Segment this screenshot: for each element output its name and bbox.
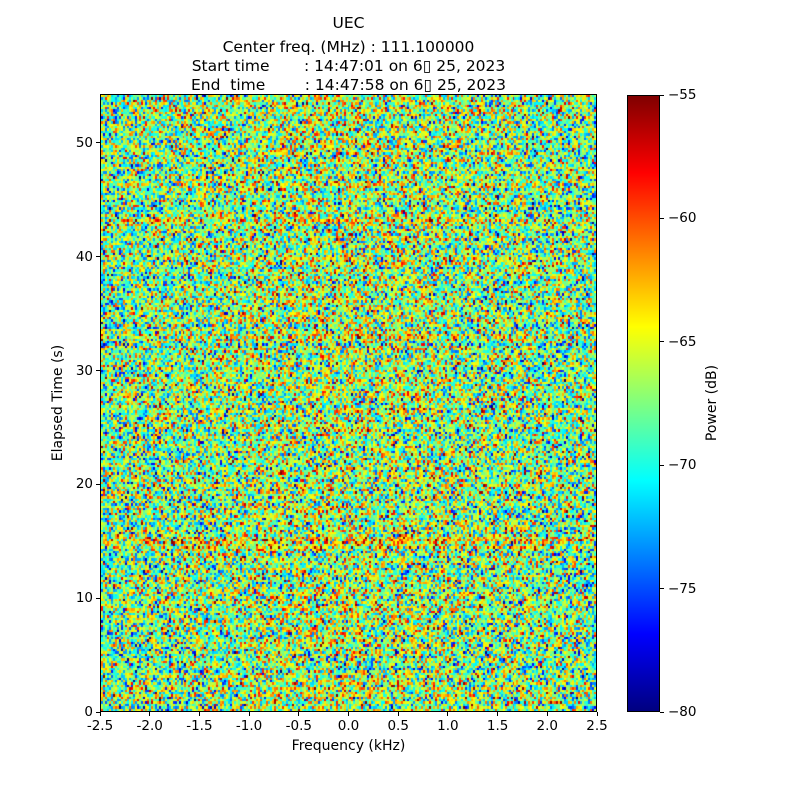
plot-title: UEC — [332, 14, 365, 32]
y-tick-label: 30 — [75, 362, 93, 379]
x-tick-label: -2.0 — [136, 718, 163, 734]
spectrogram-plot-area — [100, 94, 597, 712]
x-tick-label: -1.5 — [186, 718, 213, 734]
colorbar-gradient — [627, 95, 660, 712]
y-tick-mark — [96, 256, 100, 258]
colorbar-tick-label: −60 — [668, 210, 697, 227]
y-axis-label: Elapsed Time (s) — [50, 344, 66, 462]
title-start-time: Start time : 14:47:01 on 6▯ 25, 2023 — [191, 57, 506, 75]
x-tick-mark — [497, 712, 499, 716]
x-tick-label: 2.5 — [586, 718, 608, 734]
x-tick-label: 2.0 — [536, 718, 559, 734]
colorbar-tick-label: −80 — [668, 704, 697, 720]
x-tick-label: -0.5 — [285, 718, 312, 734]
y-tick-label: 10 — [75, 590, 93, 607]
x-tick-mark — [198, 712, 200, 716]
y-tick-mark — [96, 483, 100, 485]
x-tick-mark — [298, 712, 300, 716]
x-axis-label: Frequency (kHz) — [291, 738, 406, 754]
colorbar-tick-label: −55 — [668, 87, 697, 103]
x-tick-label: -1.0 — [235, 718, 263, 734]
y-tick-mark — [96, 370, 100, 372]
colorbar-tick-mark — [660, 341, 664, 343]
spectrogram-heatmap — [101, 95, 596, 711]
colorbar-tick-mark — [660, 94, 664, 96]
x-tick-mark — [596, 712, 598, 716]
y-tick-label: 50 — [75, 134, 93, 151]
x-tick-label: 0.0 — [337, 718, 360, 734]
x-tick-mark — [546, 712, 548, 716]
colorbar-tick-mark — [660, 217, 664, 219]
x-tick-mark — [447, 712, 449, 716]
colorbar-tick-label: −65 — [668, 333, 697, 350]
x-tick-mark — [397, 712, 399, 716]
title-end-time: End time : 14:47:58 on 6▯ 25, 2023 — [190, 76, 506, 94]
y-tick-label: 0 — [84, 704, 93, 720]
x-tick-label: 1.0 — [437, 718, 459, 734]
y-tick-mark — [96, 711, 100, 713]
title-center-freq: Center freq. (MHz) : 111.100000 — [222, 38, 475, 56]
x-tick-label: 1.5 — [486, 718, 509, 734]
x-tick-mark — [348, 712, 349, 716]
x-tick-mark — [248, 712, 250, 716]
colorbar-tick-label: −75 — [668, 580, 697, 597]
x-tick-mark — [149, 712, 151, 716]
colorbar-label: Power (dB) — [704, 364, 720, 442]
y-tick-mark — [96, 142, 100, 144]
x-tick-label: 0.5 — [387, 718, 409, 734]
x-tick-mark — [99, 712, 101, 716]
y-tick-label: 20 — [75, 476, 93, 493]
y-tick-mark — [96, 597, 100, 599]
colorbar-tick-mark — [660, 464, 664, 466]
colorbar-tick-mark — [660, 711, 664, 713]
colorbar-tick-label: −70 — [668, 457, 697, 474]
colorbar-tick-mark — [660, 588, 664, 590]
y-tick-label: 40 — [75, 248, 93, 265]
x-tick-label: -2.5 — [86, 718, 114, 734]
